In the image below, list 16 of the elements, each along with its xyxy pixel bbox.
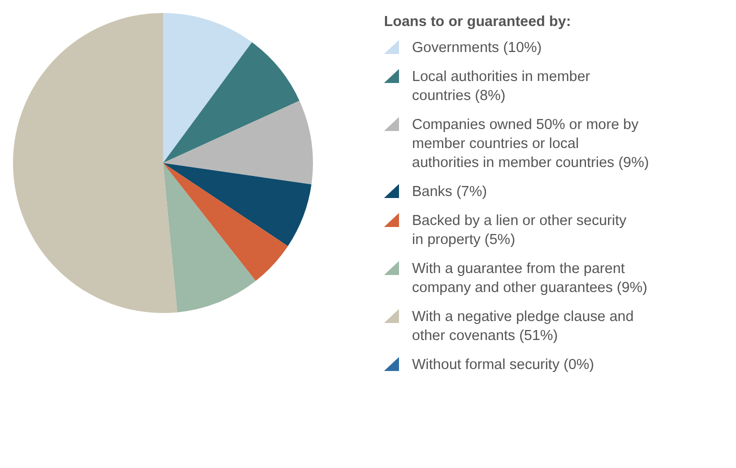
pie-slice <box>163 163 312 246</box>
legend-label: Local authorities in member countries (8%) <box>412 69 590 104</box>
legend-label: Banks (7%) <box>412 184 487 200</box>
legend-title: Loans to or guaranteed by: <box>384 14 571 30</box>
pie-slice <box>13 13 178 313</box>
legend-label: Companies owned 50% or more by member countries or local authorities in member countries (9%) <box>412 117 649 171</box>
legend-label: Governments (10%) <box>412 40 542 56</box>
legend-label: Without formal security (0%) <box>412 357 594 373</box>
legend-label: Backed by a lien or other security in property (5%) <box>412 213 628 248</box>
pie-slice <box>163 163 256 312</box>
pie-slice <box>163 100 313 184</box>
pie-slice <box>163 13 252 163</box>
pie-slice <box>163 163 288 281</box>
legend-label: With a guarantee from the parent company and other guarantees (9%) <box>412 261 648 296</box>
legend-label: With a negative pledge clause and other covenants (51%) <box>412 309 634 344</box>
pie-slice <box>163 42 300 163</box>
